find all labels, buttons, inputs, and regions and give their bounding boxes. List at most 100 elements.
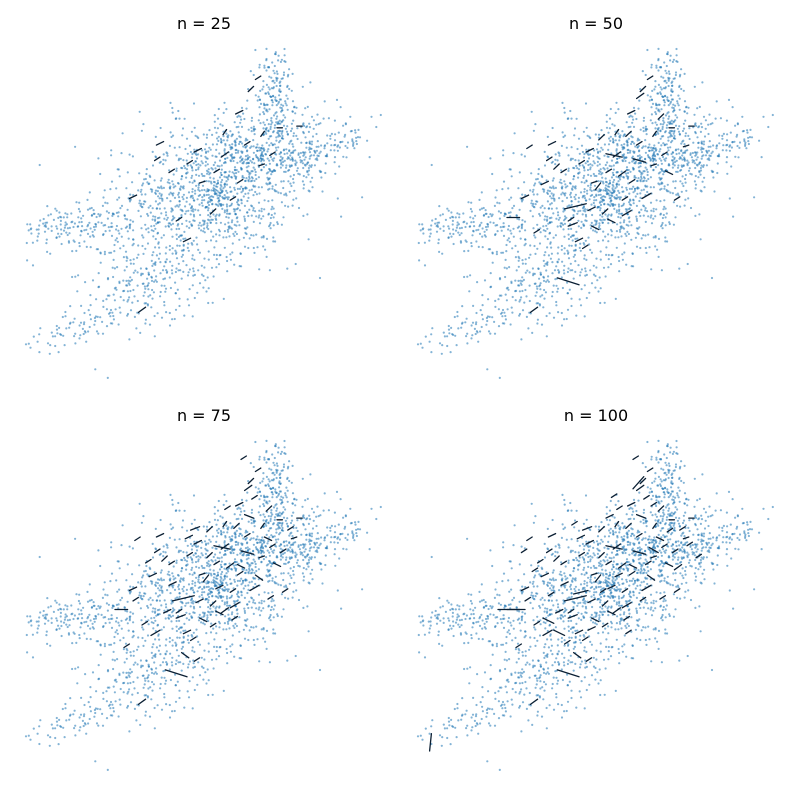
data-point (671, 151, 675, 154)
data-point (286, 267, 289, 270)
data-point (661, 127, 664, 131)
data-point (503, 214, 506, 217)
data-point (584, 267, 587, 270)
data-point (618, 212, 621, 215)
data-point (86, 208, 90, 211)
data-point (441, 344, 444, 347)
data-point (562, 223, 565, 226)
data-point (493, 320, 496, 323)
data-point (192, 494, 196, 497)
data-point (342, 155, 345, 158)
data-point (711, 170, 714, 174)
data-point (275, 70, 278, 73)
data-point (595, 220, 598, 224)
data-point (202, 223, 205, 226)
data-point (582, 209, 585, 212)
data-point (682, 122, 686, 125)
data-point (577, 210, 580, 213)
data-point (644, 209, 647, 212)
data-point (500, 294, 503, 297)
data-point (265, 69, 268, 72)
data-point (644, 139, 647, 142)
data-point (268, 162, 271, 165)
data-point (45, 634, 48, 637)
data-point (592, 189, 596, 192)
data-point (493, 332, 497, 335)
data-point (148, 182, 151, 185)
data-point (282, 119, 285, 122)
data-point (506, 308, 509, 311)
data-point (555, 265, 558, 268)
data-point (667, 104, 670, 107)
data-point (639, 214, 642, 218)
data-point (141, 234, 144, 237)
data-point (632, 167, 635, 170)
data-point (646, 173, 649, 177)
data-point (115, 187, 118, 190)
data-point (170, 269, 173, 272)
data-point (302, 183, 306, 186)
data-point (70, 221, 73, 224)
data-point (246, 154, 249, 157)
data-point (186, 171, 189, 174)
data-point (579, 191, 583, 194)
data-point (147, 271, 150, 274)
data-point (195, 549, 199, 552)
data-point (652, 157, 655, 161)
data-point (218, 165, 221, 168)
data-point (627, 148, 630, 151)
trajectory-segment (243, 140, 251, 146)
data-point (241, 189, 244, 192)
data-point (625, 121, 628, 124)
data-point (616, 144, 619, 147)
data-point (301, 477, 304, 480)
data-point (599, 196, 603, 200)
data-point (195, 576, 198, 579)
data-point (747, 142, 751, 146)
data-point (549, 195, 552, 198)
data-point (66, 216, 69, 219)
data-point (87, 309, 90, 312)
data-point (269, 547, 273, 551)
data-point (675, 54, 678, 57)
data-point (160, 569, 163, 572)
data-point (261, 144, 264, 147)
data-point (141, 184, 144, 187)
data-point (476, 281, 479, 284)
data-point (72, 225, 75, 229)
data-point (600, 146, 603, 149)
data-point (698, 105, 701, 108)
data-point (169, 131, 172, 134)
data-point (203, 257, 206, 260)
data-point (177, 205, 180, 208)
data-point (614, 236, 617, 239)
data-point (159, 126, 162, 130)
data-point (258, 66, 261, 69)
data-point (306, 497, 309, 500)
data-point (742, 129, 745, 133)
data-point (498, 376, 501, 379)
data-point (260, 210, 263, 213)
data-point (171, 639, 174, 642)
data-point (164, 225, 167, 228)
data-point (551, 126, 554, 130)
data-point (567, 167, 570, 170)
data-point (700, 151, 704, 154)
data-point (471, 334, 474, 337)
data-point (619, 216, 622, 219)
data-point (132, 229, 135, 232)
data-point (206, 668, 209, 671)
data-point (669, 102, 672, 105)
data-point (671, 159, 674, 162)
data-point (693, 113, 696, 116)
data-point (583, 243, 586, 246)
data-point (316, 113, 319, 116)
data-point (233, 263, 236, 266)
data-point (235, 126, 238, 129)
data-point (248, 173, 251, 176)
data-point (521, 198, 524, 201)
data-point (617, 236, 620, 239)
data-point (197, 174, 201, 177)
data-point (267, 515, 270, 518)
data-point (567, 237, 571, 241)
